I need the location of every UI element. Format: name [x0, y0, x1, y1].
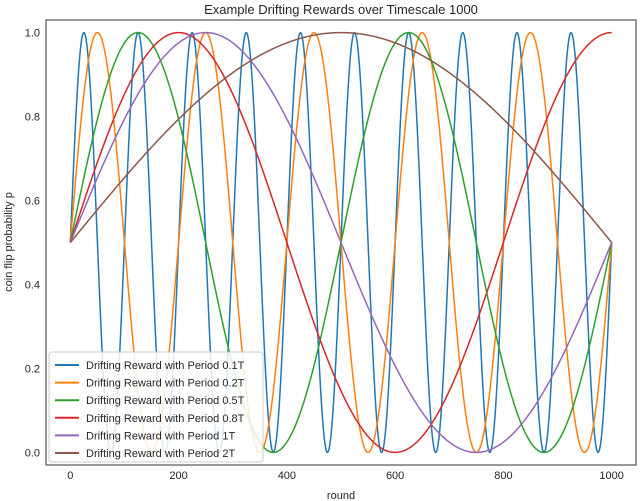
y-tick-label: 1.0	[25, 28, 40, 40]
x-tick-label: 200	[169, 470, 187, 482]
legend-label-4: Drifting Reward with Period 0.8T	[86, 413, 245, 425]
y-tick-label: 0.4	[25, 279, 40, 291]
legend-label-6: Drifting Reward with Period 2T	[86, 448, 235, 460]
chart-title: Example Drifting Rewards over Timescale …	[204, 2, 478, 17]
x-tick-label: 800	[494, 470, 512, 482]
legend-label-2: Drifting Reward with Period 0.2T	[86, 378, 245, 390]
legend-box	[48, 351, 264, 463]
y-axis-label: coin flip probability p	[3, 192, 15, 292]
y-tick-label: 0.8	[25, 112, 40, 124]
legend-label-1: Drifting Reward with Period 0.1T	[86, 360, 245, 372]
x-tick-label: 0	[67, 470, 73, 482]
legend: Drifting Reward with Period 0.1T Drifting…	[48, 351, 264, 463]
y-ticks: 0.0 0.2 0.4 0.6 0.8 1.0	[25, 28, 40, 460]
x-tick-label: 600	[386, 470, 404, 482]
series-line-5	[69, 31, 613, 454]
series-line-4	[69, 31, 612, 454]
legend-label-3: Drifting Reward with Period 0.5T	[86, 395, 245, 407]
y-tick-label: 0.0	[25, 447, 40, 459]
y-tick-label: 0.2	[25, 363, 40, 375]
x-tick-label: 1000	[599, 470, 623, 482]
legend-label-5: Drifting Reward with Period 1T	[86, 430, 235, 442]
legend-items: Drifting Reward with Period 0.1T Drifting…	[55, 360, 245, 460]
x-axis-label: round	[327, 490, 355, 501]
x-tick-label: 400	[278, 470, 296, 482]
y-tick-label: 0.6	[25, 196, 40, 208]
x-ticks: 0 200 400 600 800 1000	[67, 470, 624, 482]
series-line-6	[69, 31, 613, 243]
